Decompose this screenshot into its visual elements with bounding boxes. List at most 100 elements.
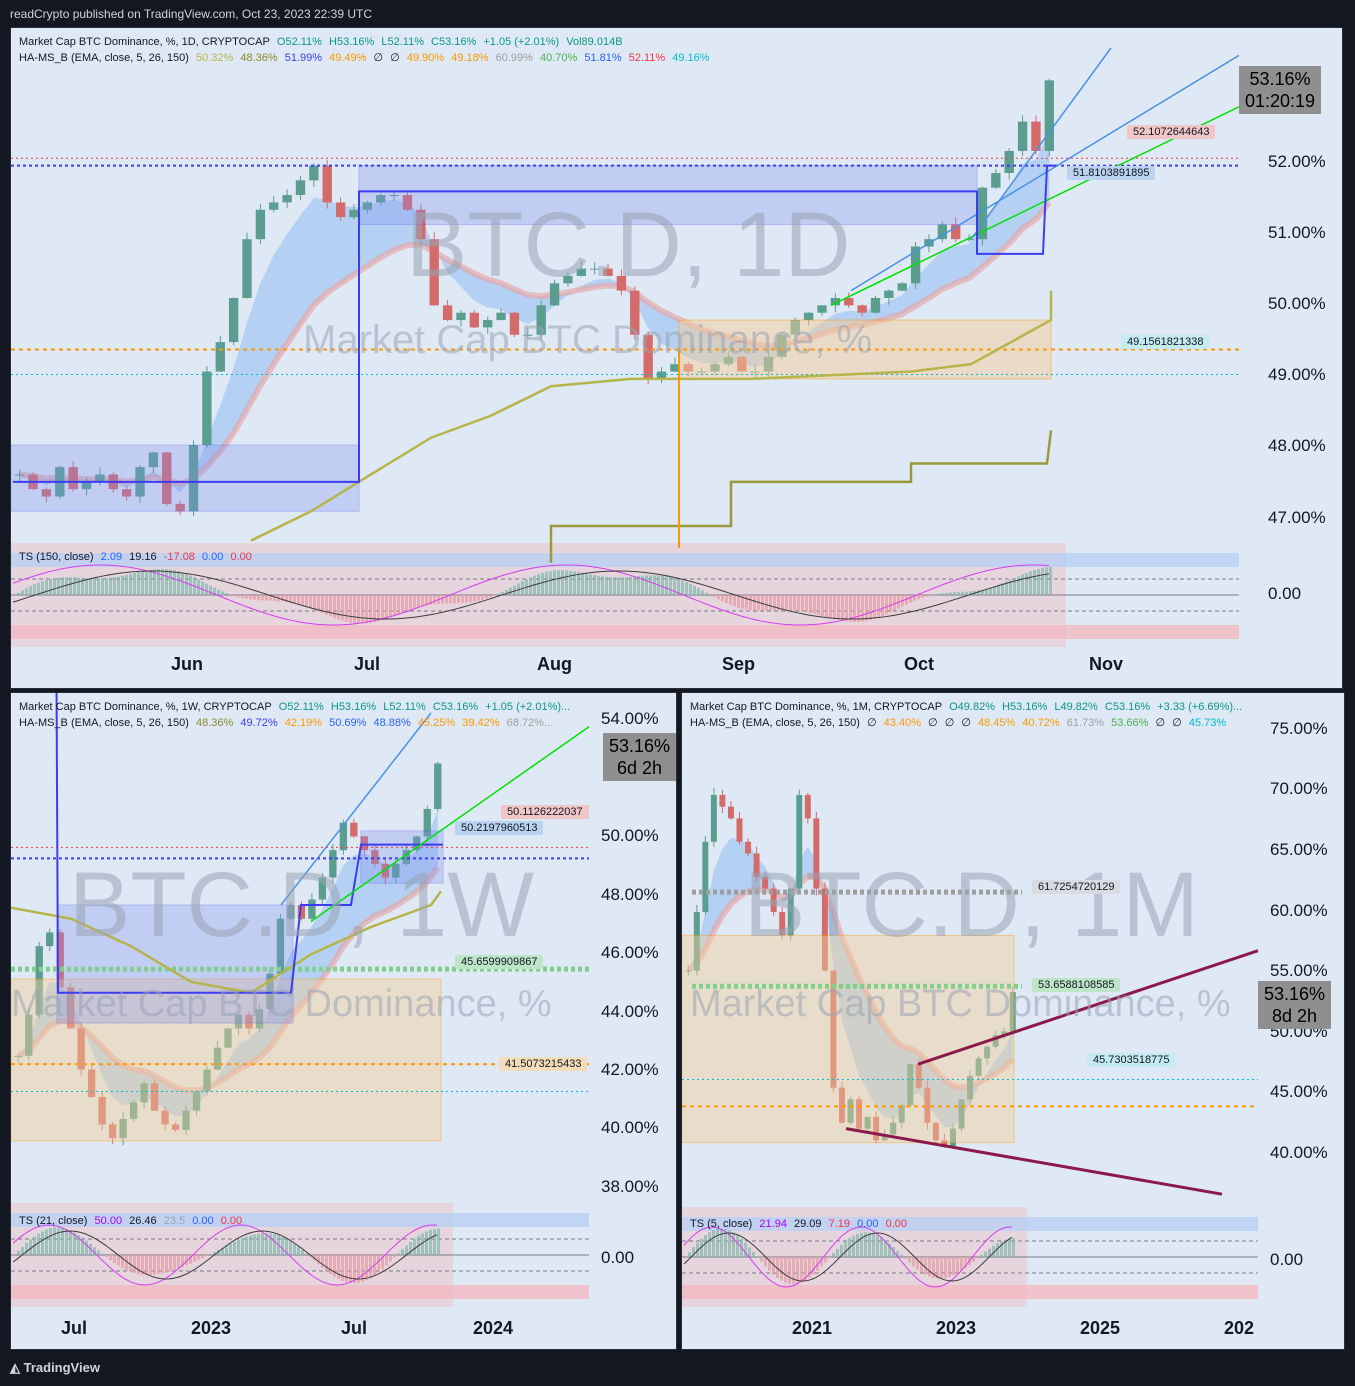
osc-hist-bar [565, 570, 568, 595]
osc-hist-bar [777, 595, 780, 611]
osc-hist-bar [317, 1255, 320, 1265]
ind-v6: 40.72% [1022, 717, 1060, 729]
ohlc-close: C53.16% [1104, 701, 1151, 713]
osc-hist-bar [872, 1233, 875, 1257]
candle-body [469, 312, 480, 328]
osc-hist-bar [936, 1257, 939, 1279]
tradingview-logo[interactable]: ◭ TradingView [10, 1360, 100, 1376]
candle-body [821, 888, 828, 971]
level-tag-1: 50.1126222037 [501, 805, 589, 819]
osc-hist-bar [421, 595, 424, 607]
osc-hist-bar [341, 595, 344, 621]
osc-hist-bar [289, 1241, 292, 1255]
osc-v1: 19.16 [129, 551, 157, 563]
candle-body [402, 850, 410, 864]
ohlc-low: L52.11% [381, 36, 424, 48]
osc-hist-bar [889, 595, 892, 613]
osc-hist-bar [501, 591, 504, 595]
osc-hist-bar [137, 1255, 140, 1274]
osc-title[interactable]: TS (150, close) [19, 551, 94, 563]
chart-panel-1d[interactable]: BTC.D, 1D Market Cap BTC Dominance, % Ma… [10, 27, 1343, 689]
candle-body [951, 224, 961, 240]
osc-hist-bar [1013, 578, 1016, 595]
osc-hist-bar [357, 1255, 360, 1283]
chart-panel-1w[interactable]: BTC.D, 1W Market Cap BTC Dominance, % Ma… [10, 692, 677, 1350]
osc-hist-bar [109, 1255, 112, 1261]
chart-panel-1m[interactable]: BTC.D, 1M Market Cap BTC Dominance, % Ma… [681, 692, 1345, 1350]
candle-body [25, 1014, 33, 1056]
osc-hist-bar [241, 595, 244, 599]
candle-body [977, 187, 988, 240]
osc-title[interactable]: TS (5, close) [690, 1218, 753, 1230]
osc-hist-bar [853, 595, 856, 623]
osc-v0: 2.09 [100, 551, 123, 563]
price-label-50: 50.00% [1268, 294, 1326, 313]
osc-hist-bar [457, 595, 460, 604]
osc-hist-bar [233, 1241, 236, 1255]
osc-hist-bar [832, 1253, 835, 1257]
osc-hist-bar [73, 577, 76, 595]
ind-v7: 61.73% [1066, 717, 1105, 729]
osc-hist-bar [281, 595, 284, 602]
candle-body [630, 290, 640, 335]
osc-hist-bar [865, 595, 868, 621]
osc-hist-bar [405, 1245, 408, 1255]
osc-hist-bar [137, 572, 140, 595]
publish-header: readCrypto published on TradingView.com,… [10, 7, 372, 21]
osc-hist-bar [753, 595, 756, 611]
candle-body [215, 342, 225, 372]
ind-v4: ∅ [373, 52, 384, 64]
ind-v3: 49.49% [329, 52, 367, 64]
candle-body [523, 334, 533, 336]
candle-body [282, 195, 292, 203]
chart-canvas-1d[interactable] [11, 28, 1342, 688]
osc-hist-bar [712, 1230, 715, 1257]
candle-body [318, 877, 327, 900]
symbol-title[interactable]: Market Cap BTC Dominance, %, 1D, CRYPTOC… [19, 36, 270, 48]
symbol-title[interactable]: Market Cap BTC Dominance, %, 1M, CRYPTOC… [690, 701, 943, 713]
indicator-title[interactable]: HA-MS_B (EMA, close, 5, 26, 150) [690, 717, 860, 729]
osc-hist-bar [689, 583, 692, 595]
ema-slow-line [686, 873, 1015, 1091]
price-label-65: 65.00% [1270, 840, 1328, 859]
osc-zero-label: 0.00 [1268, 584, 1302, 603]
time-label-jun: Jun [171, 654, 204, 674]
osc-hist-bar [189, 575, 192, 595]
candle-body [710, 794, 717, 842]
osc-hist-bar [369, 595, 372, 623]
candle-body [991, 173, 1001, 188]
osc-line-fast [12, 564, 1050, 626]
osc-title[interactable]: TS (21, close) [19, 1215, 88, 1227]
ind-v1: 49.72% [240, 717, 278, 729]
chart-canvas-1w[interactable] [11, 693, 676, 1349]
level-tag-2: 53.6588108585 [1032, 978, 1121, 992]
osc-v0: 21.94 [759, 1218, 787, 1230]
indicator-title[interactable]: HA-MS_B (EMA, close, 5, 26, 150) [19, 717, 189, 729]
candle-body [830, 970, 837, 1088]
candle-body [255, 209, 266, 240]
osc-hist-bar [381, 1255, 384, 1270]
candle-body [727, 806, 734, 819]
candle-body [975, 1058, 982, 1076]
time-label-2021: 2021 [792, 1318, 833, 1338]
osc-hist-bar [700, 1238, 703, 1257]
candle-body [213, 1047, 222, 1070]
ind-v1: 48.36% [240, 52, 278, 64]
osc-hist-bar [741, 595, 744, 609]
symbol-title[interactable]: Market Cap BTC Dominance, %, 1W, CRYPTOC… [19, 701, 272, 713]
trendline-blue [280, 712, 432, 906]
chart-canvas-1m[interactable] [682, 693, 1344, 1349]
osc-hist-bar [269, 595, 272, 601]
osc-hist-bar [629, 576, 632, 595]
indicator-title[interactable]: HA-MS_B (EMA, close, 5, 26, 150) [19, 52, 189, 64]
osc-hist-bar [249, 1235, 252, 1255]
candle-body [509, 312, 520, 335]
ind-v0: 48.36% [196, 717, 234, 729]
candle-body [161, 1110, 169, 1125]
osc-hist-bar [129, 1255, 132, 1272]
osc-hist-bar [625, 577, 628, 595]
time-label-sep: Sep [722, 654, 756, 674]
osc-hist-bar [329, 595, 332, 617]
osc-hist-bar [828, 1257, 831, 1258]
osc-hist-bar [724, 1229, 727, 1257]
